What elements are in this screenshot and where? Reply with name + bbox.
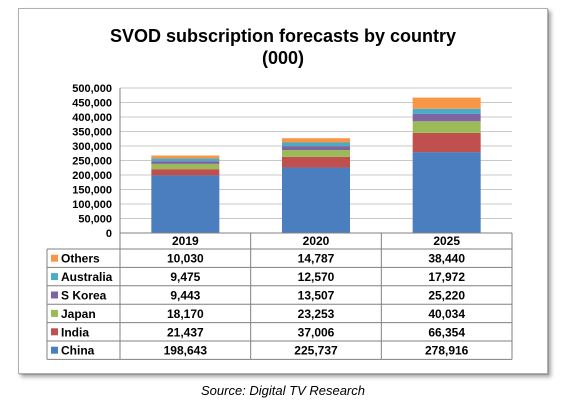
data-label: 40,034 [428, 307, 465, 321]
bar-segment-s-korea [282, 146, 350, 151]
legend-label: Australia [61, 270, 113, 284]
bar-segment-australia [282, 142, 350, 147]
data-label: 66,354 [428, 325, 465, 339]
source-note: Source: Digital TV Research [200, 383, 365, 398]
data-label: 13,507 [298, 289, 335, 303]
y-tick-label: 300,000 [72, 141, 112, 153]
y-tick-label: 50,000 [78, 214, 112, 226]
data-label: 25,220 [428, 289, 465, 303]
data-label: 9,475 [170, 270, 200, 284]
data-label: 18,170 [167, 307, 204, 321]
data-label: 9,443 [170, 289, 200, 303]
y-tick-label: 200,000 [72, 170, 112, 182]
chart-subtitle: (000) [261, 48, 305, 68]
y-tick-label: 250,000 [72, 156, 112, 168]
legend-label: Japan [61, 307, 96, 321]
y-tick-label: 150,000 [72, 185, 112, 197]
y-tick-label: 0 [106, 228, 112, 240]
y-tick-label: 400,000 [72, 112, 112, 124]
legend-label: Others [61, 252, 100, 266]
bar-segment-australia [151, 158, 220, 162]
x-category-label: 2019 [172, 234, 199, 248]
legend-label: China [61, 344, 95, 358]
data-label: 278,916 [425, 344, 469, 358]
data-label: 21,437 [167, 325, 204, 339]
y-tick-label: 500,000 [72, 83, 112, 95]
y-tick-label: 100,000 [72, 199, 112, 211]
bar-segment-china [412, 152, 481, 233]
bar-segment-china [151, 175, 220, 233]
legend-key-china [51, 346, 58, 354]
bar-segment-china [282, 167, 350, 233]
data-label: 12,570 [298, 270, 335, 284]
legend-key-japan [51, 309, 58, 317]
chart-title: SVOD subscription forecasts by country [109, 26, 457, 46]
bar-segment-others [151, 155, 220, 159]
data-label: 198,643 [164, 344, 208, 358]
bar-segment-others [282, 138, 350, 143]
legend-key-others [51, 254, 58, 262]
y-tick-label: 450,000 [72, 98, 112, 110]
data-label: 38,440 [428, 252, 465, 266]
bar-segment-japan [282, 150, 350, 157]
bar-segment-australia [412, 108, 481, 114]
bar-segment-japan [151, 163, 220, 170]
bar-segment-india [151, 169, 220, 176]
legend-label: S Korea [61, 289, 107, 303]
data-label: 17,972 [428, 270, 465, 284]
x-category-label: 2020 [303, 234, 330, 248]
data-label: 37,006 [298, 325, 335, 339]
legend-key-india [51, 328, 58, 336]
y-tick-label: 350,000 [72, 127, 112, 139]
data-label: 10,030 [167, 252, 204, 266]
legend-label: India [61, 325, 89, 339]
bar-segment-s-korea [412, 113, 481, 122]
legend-key-australia [51, 273, 58, 281]
data-label: 225,737 [294, 344, 338, 358]
bar-segment-others [412, 97, 481, 109]
bar-segment-india [412, 132, 481, 153]
bar-segment-s-korea [151, 161, 220, 164]
x-category-label: 2025 [433, 234, 460, 248]
data-label: 14,787 [298, 252, 335, 266]
data-label: 23,253 [298, 307, 335, 321]
bar-segment-india [282, 156, 350, 168]
legend-key-s-korea [51, 291, 58, 299]
bar-segment-japan [412, 121, 481, 133]
